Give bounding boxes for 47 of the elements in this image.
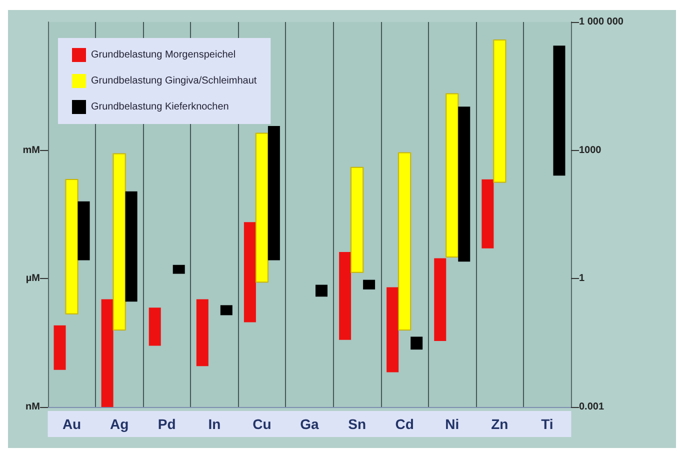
x-tick-label: In <box>208 416 221 432</box>
bar <box>553 46 566 176</box>
y-tick-label: 0.001 <box>579 402 604 412</box>
x-tick-label: Ni <box>445 416 460 432</box>
bar <box>316 284 328 297</box>
bar <box>125 191 138 302</box>
x-tick-label: Cd <box>395 416 414 432</box>
bar <box>220 305 232 316</box>
text: mM <box>22 144 40 156</box>
bar <box>363 280 376 290</box>
bar <box>386 287 399 372</box>
bar <box>339 252 352 340</box>
x-tick-label: Pd <box>158 416 176 432</box>
x-tick-label: Au <box>62 416 82 432</box>
y-tick-label: 1 000 000 <box>579 16 624 28</box>
y-tick-label: 1 <box>579 273 585 284</box>
x-tick-label: Ag <box>110 416 129 432</box>
bar <box>244 222 256 322</box>
bar <box>255 132 268 283</box>
bar <box>398 152 412 331</box>
bar <box>482 179 494 248</box>
legend-label: Grundbelastung Morgenspeichel <box>91 50 236 60</box>
bar <box>78 201 90 260</box>
bar <box>172 264 185 274</box>
bar <box>446 93 459 258</box>
bar <box>54 325 66 370</box>
text: nM <box>26 402 40 412</box>
x-tick-label: Sn <box>348 416 366 432</box>
bar <box>65 179 78 314</box>
x-tick-label: Ti <box>541 416 554 432</box>
bar <box>410 336 423 350</box>
x-tick-label: Zn <box>491 416 508 432</box>
text: µM <box>26 273 40 284</box>
bar <box>196 299 208 366</box>
bar <box>112 153 126 331</box>
bar <box>101 299 114 407</box>
y-tick-label: 1000 <box>579 144 602 156</box>
legend-label: Grundbelastung Kieferknochen <box>91 102 229 112</box>
bar <box>458 106 470 262</box>
bar <box>350 166 364 273</box>
bar <box>268 126 280 260</box>
bar <box>148 308 161 346</box>
bar <box>434 258 446 341</box>
x-tick-label: Cu <box>252 416 272 432</box>
bar <box>493 39 506 183</box>
legend-label: Grundbelastung Gingiva/Schleimhaut <box>91 76 257 86</box>
x-tick-label: Ga <box>300 416 320 432</box>
